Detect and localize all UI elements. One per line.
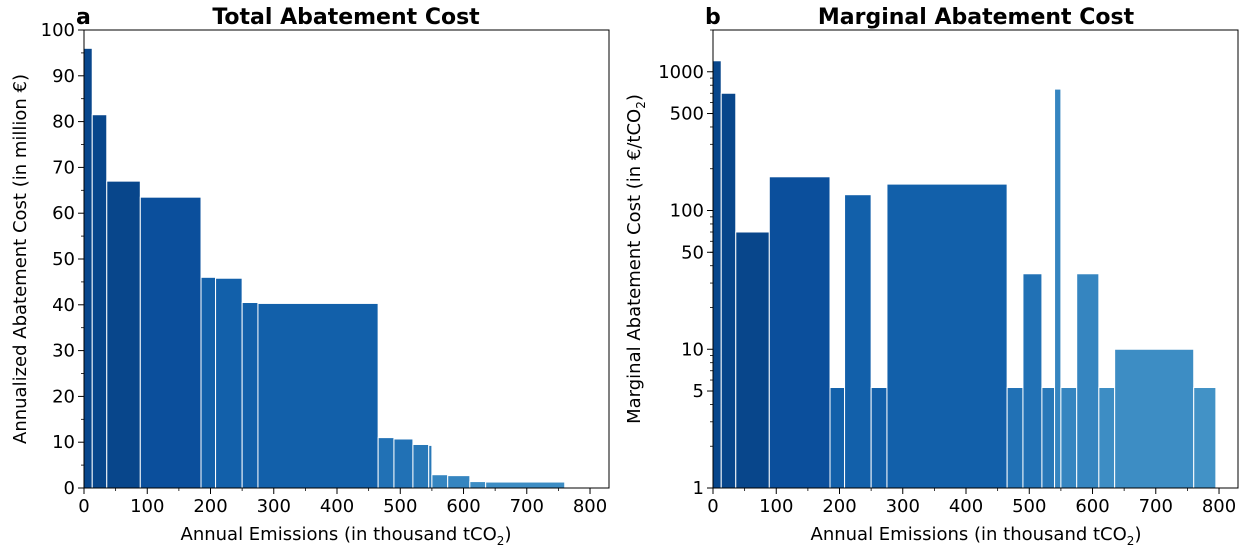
x-tick-label-b-3: 300 [886, 496, 920, 517]
bar-a-9 [393, 438, 414, 489]
bar-a-6 [241, 302, 259, 489]
bar-b-5 [844, 194, 872, 489]
bar-a-4 [200, 276, 217, 489]
bar-a-0 [83, 47, 93, 489]
x-tick-label-b-5: 500 [1012, 496, 1046, 517]
x-tick-label-b-4: 400 [949, 496, 983, 517]
bar-a-2 [106, 180, 141, 489]
plot-frame-b [712, 29, 1239, 489]
y-axis-label-b: Marginal Abatement Cost (in €/tCO2) [624, 94, 648, 424]
panel-letter-a: a [76, 5, 91, 30]
bar-a-1 [91, 114, 108, 489]
bar-b-10 [1041, 387, 1056, 489]
bar-b-6 [870, 387, 888, 489]
y-tick-label-a-0: 0 [64, 478, 75, 499]
chart-title-a: Total Abatement Cost [212, 5, 480, 30]
x-tick-label-a-5: 500 [383, 496, 417, 517]
bar-a-5 [215, 277, 243, 489]
y-tick-label-a-8: 80 [52, 112, 75, 133]
x-tick-label-b-2: 200 [822, 496, 856, 517]
bar-b-1 [720, 92, 737, 489]
chart-title-b: Marginal Abatement Cost [818, 5, 1135, 30]
bar-b-15 [1114, 348, 1195, 489]
bar-b-11 [1054, 88, 1062, 489]
panel-marginal-abatement-cost: b Marginal Abatement Cost 0 100 200 300 400 5… [624, 5, 1239, 546]
bar-b-4 [829, 387, 846, 489]
bar-a-12 [431, 474, 449, 489]
y-tick-label-b-0: 1 [693, 478, 704, 499]
y-tick-label-a-4: 40 [52, 295, 75, 316]
x-axis-label-a: Annual Emissions (in thousand tCO2) [181, 524, 512, 546]
bar-a-13 [447, 475, 471, 489]
y-tick-label-b-2: 10 [681, 339, 704, 360]
panel-letter-b: b [705, 5, 721, 30]
y-tick-label-a-10: 100 [41, 20, 75, 41]
x-tick-label-a-2: 200 [193, 496, 227, 517]
x-tick-label-b-6: 600 [1075, 496, 1109, 517]
x-tick-label-b-8: 800 [1202, 496, 1236, 517]
x-tick-label-b-1: 100 [759, 496, 793, 517]
x-tick-label-a-1: 100 [130, 496, 164, 517]
y-tick-label-b-5: 500 [670, 104, 704, 125]
bar-a-3 [139, 196, 202, 489]
bar-b-9 [1022, 273, 1043, 489]
bars-b [712, 60, 1217, 489]
y-tick-label-a-1: 10 [52, 432, 75, 453]
bar-b-0 [712, 60, 722, 489]
y-tick-label-a-9: 90 [52, 66, 75, 87]
bar-b-14 [1098, 387, 1116, 489]
bar-b-7 [886, 183, 1008, 489]
bar-a-14 [469, 481, 487, 489]
bar-b-3 [768, 176, 831, 489]
bars-a [83, 47, 566, 489]
bar-b-16 [1193, 387, 1217, 489]
y-tick-label-b-1: 5 [693, 381, 704, 402]
y-tick-label-a-7: 70 [52, 157, 75, 178]
x-tick-label-a-0: 0 [78, 496, 89, 517]
bar-a-8 [377, 437, 395, 489]
x-tick-label-a-8: 800 [573, 496, 607, 517]
x-tick-label-b-7: 700 [1139, 496, 1173, 517]
bar-b-8 [1006, 387, 1024, 489]
y-tick-label-a-5: 50 [52, 249, 75, 270]
x-tick-label-a-4: 400 [320, 496, 354, 517]
axes-b: 0 100 200 300 400 500 600 700 800 1 5 10 50 100 500 100… [658, 29, 1239, 517]
bar-b-13 [1076, 273, 1100, 489]
bar-a-7 [257, 302, 379, 489]
y-axis-label-a: Annualized Abatement Cost (in million €) [10, 74, 31, 444]
bar-b-2 [735, 231, 770, 489]
y-tick-label-b-3: 50 [681, 242, 704, 263]
axes-a: 0 100 200 300 400 500 600 700 800 0 10 20 30 40 50 60 70… [41, 20, 610, 517]
x-tick-label-b-0: 0 [707, 496, 718, 517]
y-tick-label-a-2: 20 [52, 386, 75, 407]
bar-a-10 [412, 443, 430, 489]
x-tick-label-a-7: 700 [510, 496, 544, 517]
panel-total-abatement-cost: a Total Abatement Cost 0 100 200 300 400 500 6… [10, 5, 610, 546]
x-tick-label-a-3: 300 [257, 496, 291, 517]
bar-a-15 [485, 481, 566, 489]
y-tick-label-a-6: 60 [52, 203, 75, 224]
bar-b-12 [1060, 387, 1078, 489]
y-tick-label-b-4: 100 [670, 201, 704, 222]
x-axis-label-b: Annual Emissions (in thousand tCO2) [811, 524, 1142, 546]
y-tick-label-b-6: 1000 [658, 62, 704, 83]
x-tick-label-a-6: 600 [446, 496, 480, 517]
y-tick-label-a-3: 30 [52, 341, 75, 362]
